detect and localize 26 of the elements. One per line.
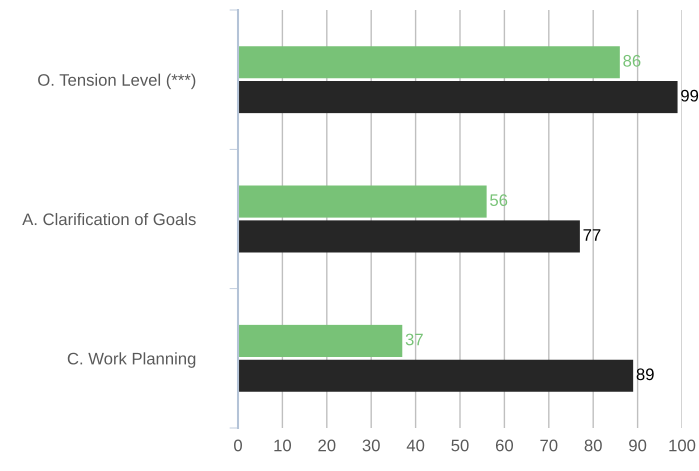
data-label: 77 [584,229,600,241]
bar [238,81,678,114]
data-label: 99 [681,90,698,102]
data-label: 56 [490,194,508,206]
bar [238,360,634,392]
y-tick-label: A. Clarification of Goals [22,212,196,226]
x-tick-label: 0 [234,440,242,452]
x-tick-label: 70 [540,440,558,452]
x-tick-label: 60 [496,440,514,452]
bar [238,324,402,357]
y-tick-label: C. Work Planning [68,352,196,368]
y-tick-label: O. Tension Level (***) [38,74,196,90]
x-tick-label: 50 [451,440,469,452]
x-tick-label: 40 [406,440,424,452]
x-tick-label: 90 [629,440,646,452]
data-label: 89 [636,368,654,380]
data-label: 37 [406,334,423,346]
data-label: 86 [623,54,640,67]
x-tick-label: 20 [318,440,336,452]
x-tick-label: 30 [362,440,380,452]
x-tick-label: 10 [274,440,292,452]
x-tick-label: 100 [669,440,696,452]
x-tick-label: 80 [584,440,602,452]
bar [238,186,487,218]
bar [238,46,620,78]
bar [238,220,580,252]
